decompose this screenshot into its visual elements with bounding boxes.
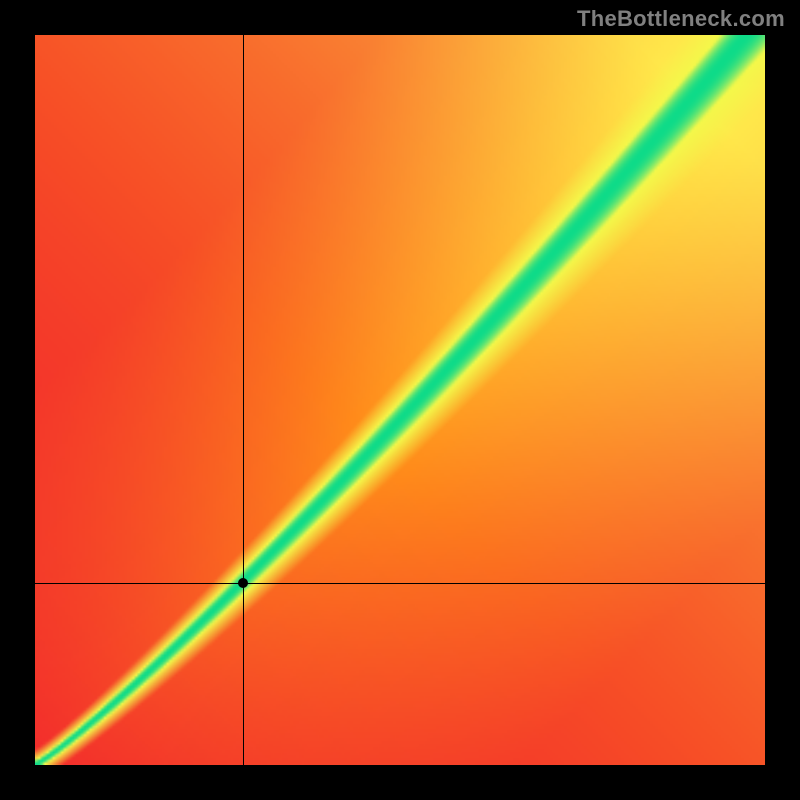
data-point-marker — [238, 578, 248, 588]
crosshair-horizontal — [35, 583, 765, 584]
plot-area — [35, 35, 765, 765]
watermark-text: TheBottleneck.com — [577, 6, 785, 32]
heatmap-canvas — [35, 35, 765, 765]
crosshair-vertical — [243, 35, 244, 765]
